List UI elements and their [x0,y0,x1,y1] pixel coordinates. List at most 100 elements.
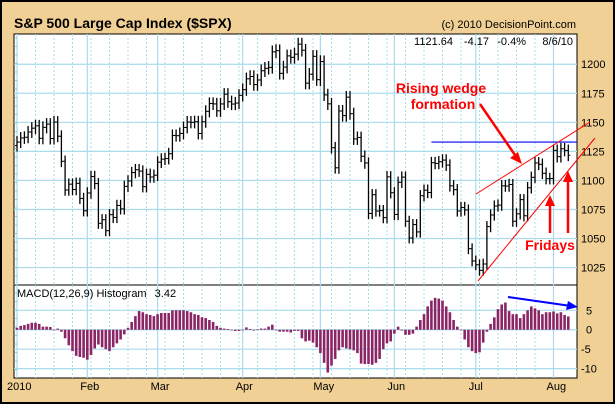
price-bar [422,184,426,202]
macd-bar [419,320,422,330]
price-bar [455,184,460,217]
wedge-upper-line [475,121,591,195]
macd-bar [548,312,552,330]
macd-bar [407,329,411,335]
macd-bar [504,302,507,330]
macd-bar [515,314,518,330]
macd-title: MACD(12,26,9) Histogram [17,288,147,300]
macd-bar [522,314,526,330]
price-bar [63,155,68,196]
price-bar [55,116,60,143]
price-bar [281,60,286,80]
wedge-lower-line [477,137,596,282]
price-bar [322,55,327,102]
price-bar [488,209,493,233]
macd-bar [478,329,481,353]
price-bar [307,68,312,90]
price-bar [566,144,571,162]
macd-bar [34,322,37,330]
macd-bar [359,329,363,364]
price-bar [192,115,197,129]
macd-bar [452,320,455,330]
y-tick-label: 1200 [581,59,605,71]
price-bar [362,150,367,169]
macd-bar [111,329,115,348]
x-tick-label: Apr [236,381,253,393]
price-bar [303,44,308,90]
macd-bar [559,312,563,330]
price-bar [433,156,438,170]
price-bar [133,163,138,179]
price-bar [15,136,19,152]
price-bar [385,171,389,224]
macd-bar [63,329,67,339]
price-bar [81,192,86,217]
macd-bar [104,329,108,350]
macd-bar [263,328,267,330]
wedge-label-line2: formation [411,96,476,112]
price-bar [311,50,315,81]
macd-bar [293,329,296,331]
price-bar [510,178,515,227]
macd-bar [248,328,252,330]
price-bar [22,131,27,144]
macd-bar [367,329,370,364]
macd-bar [67,329,71,346]
price-bar [251,70,256,91]
price-bar [285,49,290,74]
price-bar [558,142,563,163]
macd-bar [459,329,463,331]
macd-value: 3.42 [155,288,176,300]
macd-bar [278,329,281,332]
price-bar [159,153,164,169]
price-bar [240,83,245,102]
price-bar [111,209,116,224]
macd-bar [370,329,374,365]
price-bar [48,118,53,145]
price-bar [296,37,301,61]
price-bar [96,178,101,229]
macd-bar [174,310,178,330]
macd-bar [485,329,489,332]
macd-bar [37,323,41,330]
macd-bar [345,329,348,349]
price-bar [163,152,167,165]
price-bar [396,176,401,221]
macd-label: MACD(12,26,9) Histogram 3.42 [17,288,176,300]
price-bar [26,126,31,144]
macd-y-tick-label: -5 [581,344,591,356]
macd-bar [300,329,304,339]
price-bar [196,115,201,140]
price-bar [129,166,134,187]
macd-bar [470,329,474,352]
price-bar [503,180,508,192]
price-bar [451,180,456,196]
macd-bar [319,329,322,354]
price-bar [381,205,386,224]
macd-bar [152,316,156,330]
wedge-arrow-shaft [478,103,519,159]
macd-bar [256,329,259,330]
price-bar [259,64,264,87]
macd-bar [182,310,185,330]
friday-arrow-1-head [545,195,555,206]
macd-bar [271,324,274,330]
macd-bar [89,329,93,356]
macd-bar [456,326,459,330]
price-bar [473,255,478,271]
price-bar [148,168,153,183]
price-bar [340,104,345,122]
macd-bar [171,310,174,330]
macd-bar [389,329,392,342]
axes: 2010 Feb Mar Apr May Jun Jul Aug 1025 1050 1075 110… [7,37,605,393]
price-bar [440,154,445,168]
price-bar [100,214,105,229]
macd-bar [141,312,145,330]
price-bar [410,219,415,244]
price-bar [292,47,297,64]
y-tick-label: 1050 [581,234,605,246]
macd-bar [330,329,333,366]
price-bar [144,168,149,193]
macd-bar [541,314,544,330]
macd-y-tick-label: -10 [581,364,597,376]
